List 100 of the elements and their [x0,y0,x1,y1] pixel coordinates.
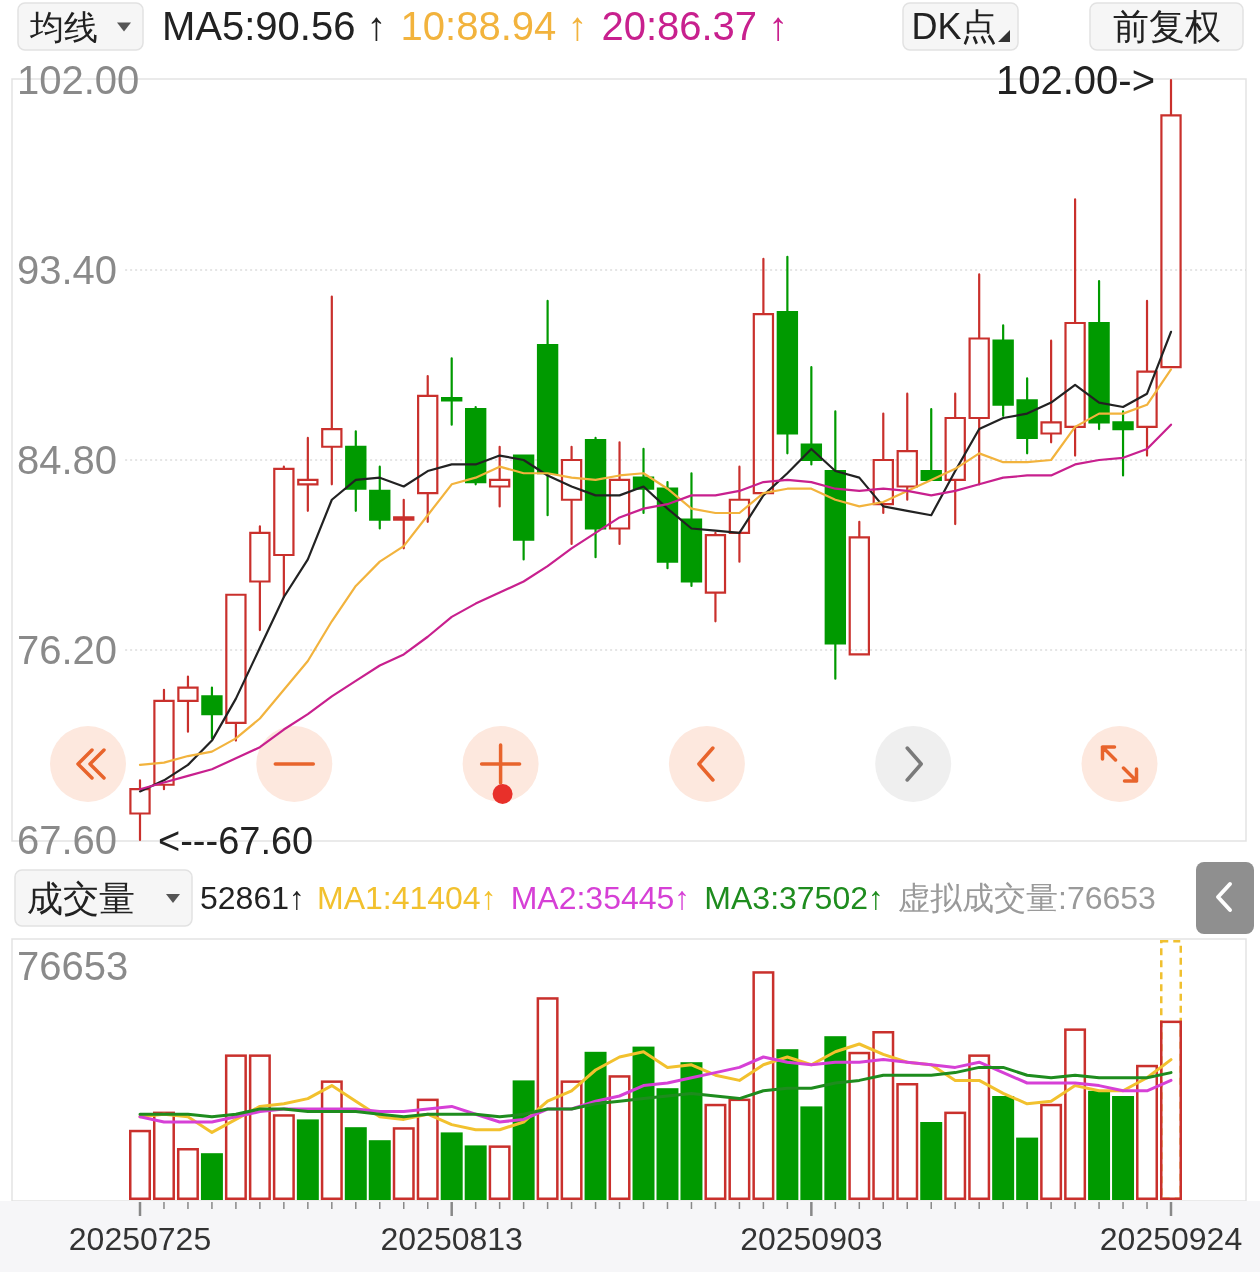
candlestick [584,436,607,559]
bar [920,1122,943,1200]
bar [632,1046,655,1200]
y-tick-label: 102.00 [17,58,140,103]
candlestick [560,445,583,546]
bar [824,1036,847,1200]
candlestick [632,447,655,515]
candlestick [680,472,703,588]
bar [704,1103,727,1200]
button: 成交量 [14,869,193,927]
text: MA3:37502↑ [704,879,884,916]
bar [848,1051,871,1200]
bar [536,997,559,1200]
text: MA5:90.56 ↑ [162,4,387,49]
candlestick [872,412,894,515]
bar [752,971,775,1200]
candlestick [992,324,1014,417]
bar [296,1119,319,1200]
candlestick [488,445,511,508]
bar [992,1096,1015,1200]
text: MA2:35445↑ [510,879,691,916]
candlestick [441,357,463,426]
bar [560,1080,583,1200]
candlestick [1040,339,1062,444]
bar [1160,1020,1182,1200]
candlestick [393,498,415,550]
bar [608,1075,631,1200]
candlestick [1136,299,1158,457]
bar [248,1054,271,1200]
bar [944,1111,967,1200]
candlestick [944,392,966,526]
bar [896,1083,919,1200]
candlestick [656,480,679,570]
bar [1064,1028,1087,1200]
candlestick [321,295,343,486]
candlestick [728,465,751,563]
candlestick [752,257,775,495]
text: MA1:41404↑ [316,879,497,916]
bar [320,1080,343,1200]
text: 20:86.37 ↑ [601,4,789,49]
bar [1040,1103,1063,1200]
button: 前复权 [1089,2,1244,51]
bar [272,1114,295,1200]
button: 均线 [17,2,144,51]
candlestick [153,688,175,791]
bar [200,1153,223,1200]
bar [584,1051,607,1200]
candlestick [608,441,631,546]
bar [656,1088,679,1200]
bar [800,1106,823,1200]
text: 52861↑ [200,879,305,916]
bar [488,1145,511,1200]
y-tick-label: 76.20 [17,628,118,673]
candlestick [1016,377,1038,455]
x-tick-label: 20250903 [740,1221,883,1257]
line-series [138,423,1173,791]
bar [224,1054,247,1200]
bar [872,1031,895,1200]
candlestick [512,454,535,561]
text: 10:88.94 ↑ [400,4,588,49]
annotation: <---67.60 [157,820,314,862]
candlestick [848,520,870,656]
candlestick [776,255,799,455]
candlestick [177,675,199,733]
candlestick [129,779,151,842]
candlestick [920,408,942,481]
y-tick-label: 84.80 [17,438,118,483]
bar [440,1132,463,1200]
x-tick-label: 20250924 [1099,1221,1243,1257]
bar [416,1098,439,1200]
annotation: 76653 [17,944,129,988]
annotation: 102.00-> [995,58,1156,102]
bar [1112,1096,1135,1200]
candlestick [1088,279,1110,431]
candlestick [297,436,319,512]
y-tick-label: 93.40 [17,248,118,293]
bar [680,1062,703,1200]
candlestick [1064,198,1086,457]
bar [344,1127,367,1200]
candlestick [536,299,559,517]
candlestick [369,465,391,530]
candlestick [1160,78,1182,369]
candlestick [201,686,223,740]
bar [152,1111,175,1200]
candlestick [1112,410,1134,477]
bar [512,1080,535,1200]
button: DK点 [902,2,1019,51]
bar [968,1054,991,1200]
bar [1136,1064,1159,1200]
x-tick-label: 20250813 [380,1221,523,1257]
bar [464,1145,487,1200]
bar [728,1098,751,1200]
candlestick [225,593,247,742]
candlestick [345,430,367,512]
candlestick [464,405,487,486]
x-tick-label: 20250725 [68,1221,212,1257]
candlestick [824,410,847,680]
candlestick [896,392,918,501]
candlestick [968,273,990,486]
candlestick [417,374,439,523]
